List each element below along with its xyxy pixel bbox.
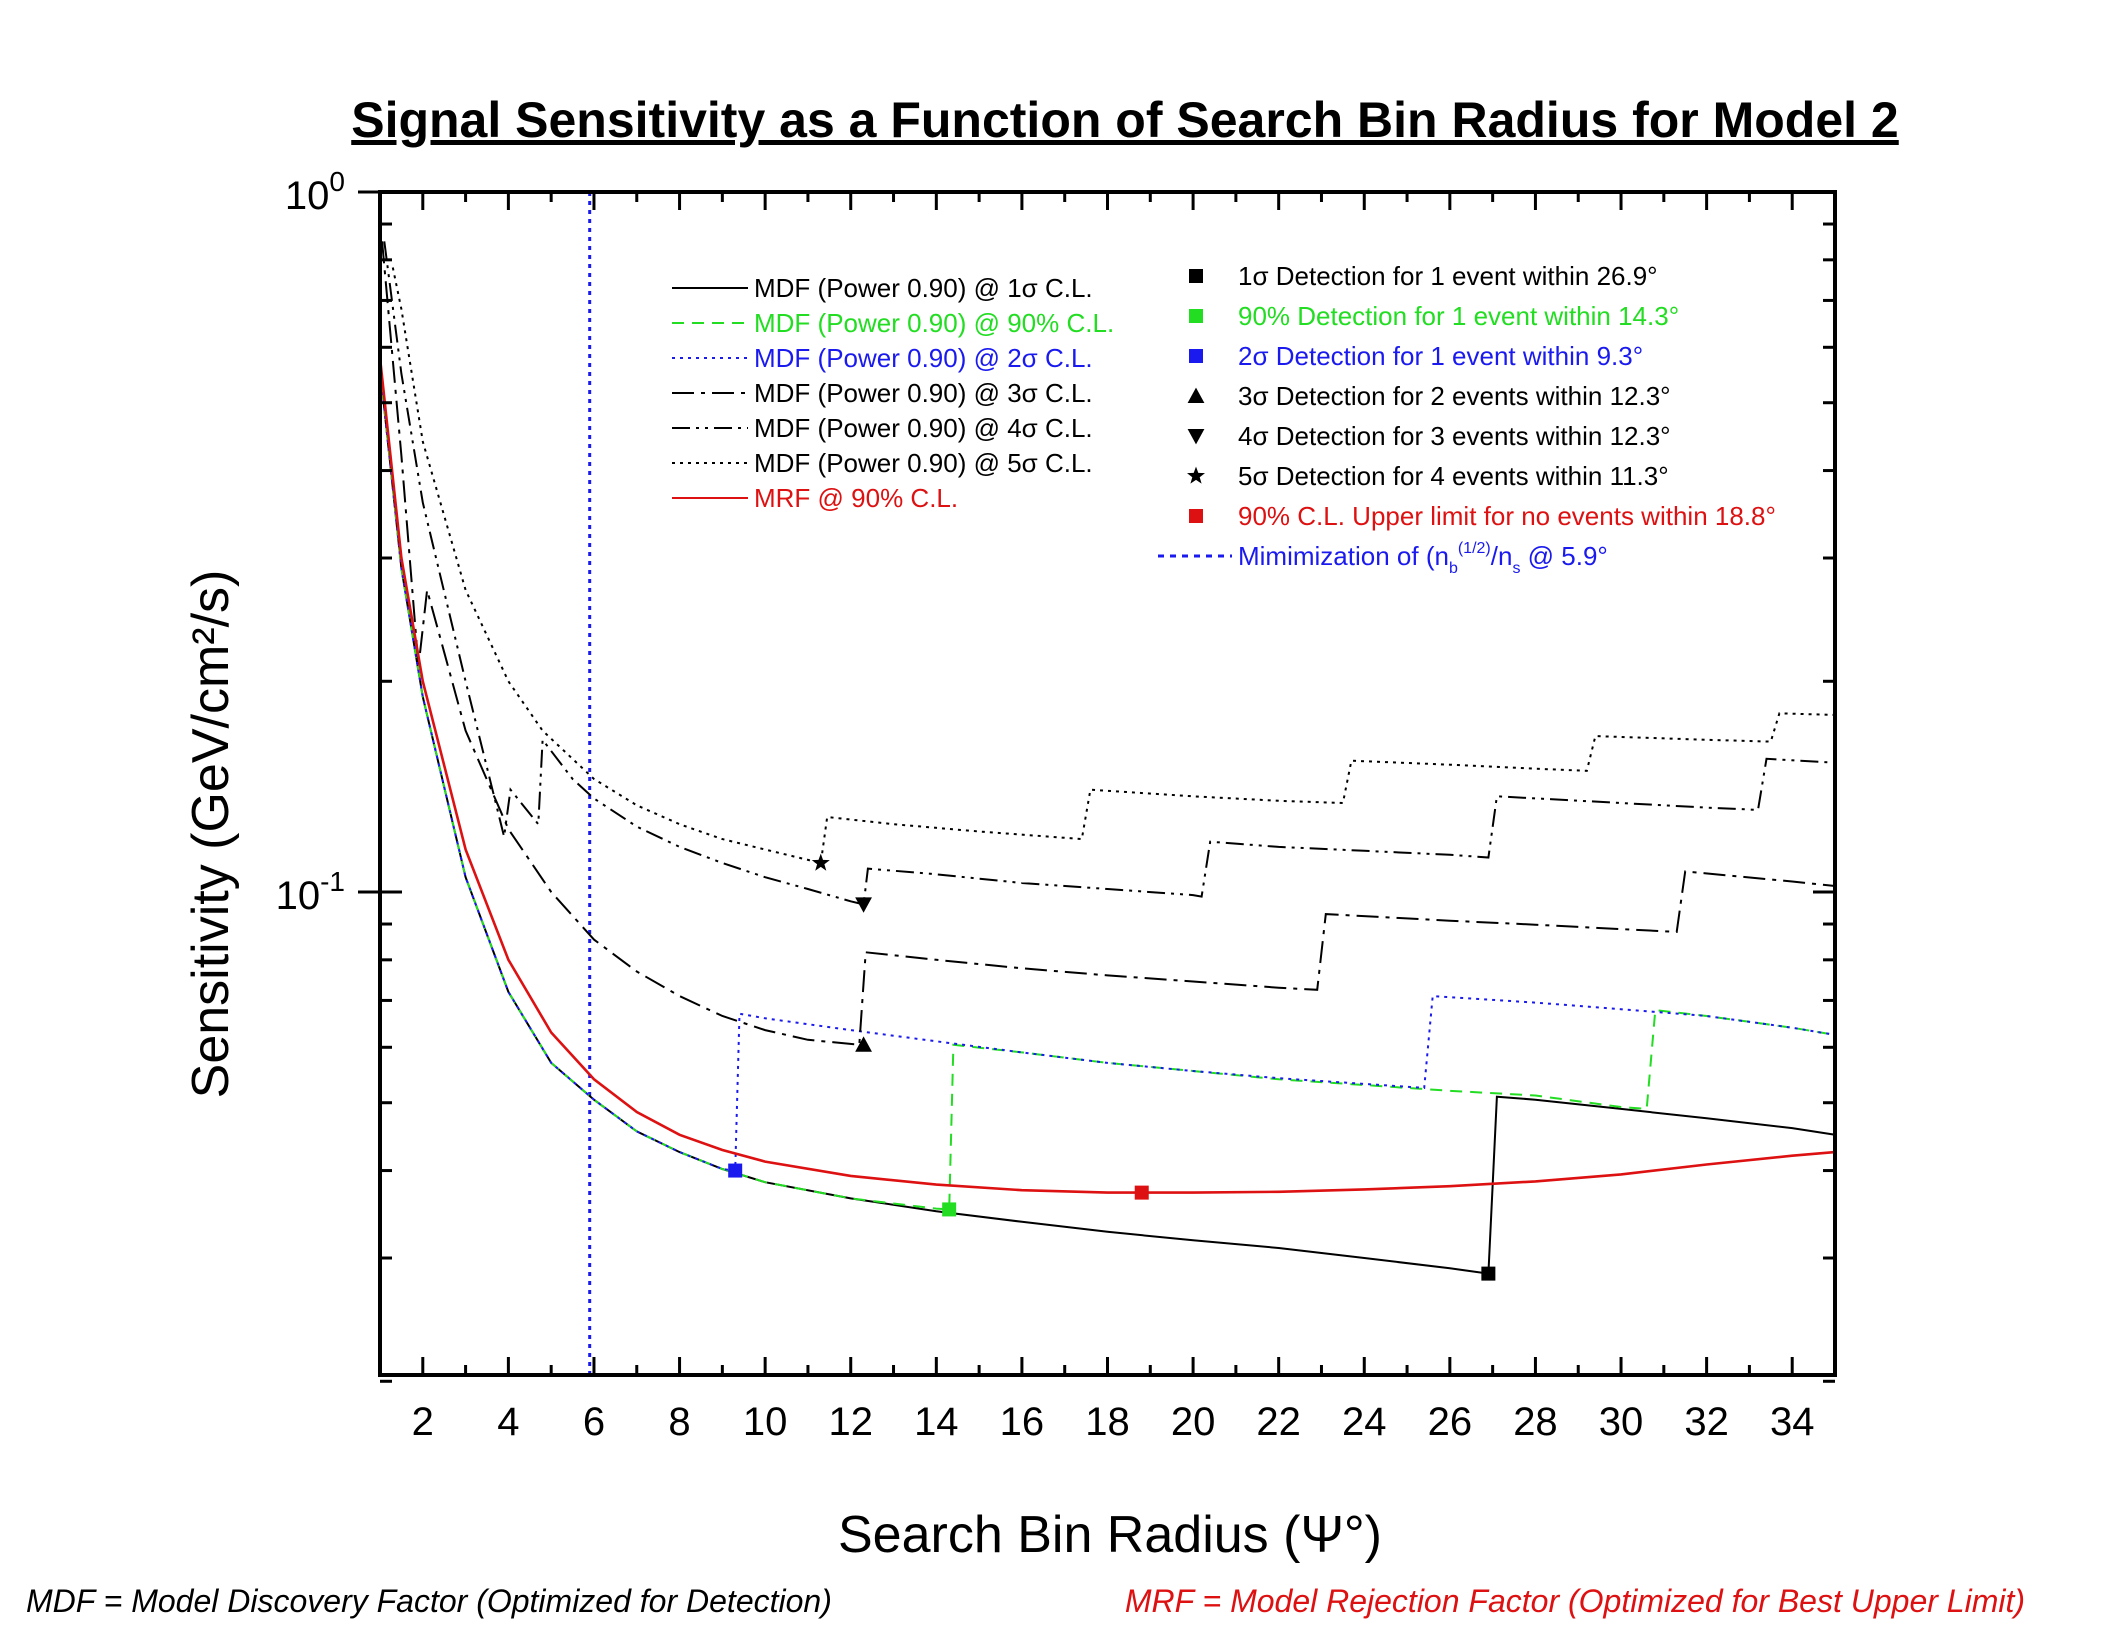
legend-marker-1	[1189, 269, 1203, 283]
legend-marker-label-7: 90% C.L. Upper limit for no events withi…	[1238, 501, 1776, 531]
x-tick-label: 4	[497, 1400, 519, 1444]
legend-marker-4	[1187, 387, 1205, 403]
legend-label-7: MRF @ 90% C.L.	[754, 483, 958, 513]
legend-marker-label-3: 2σ Detection for 1 event within 9.3°	[1238, 341, 1643, 371]
x-axis-label: Search Bin Radius (Ψ°)	[838, 1506, 1382, 1564]
legend-vline-label: Mimimization of (nb(1/2)/ns @ 5.9°	[1238, 540, 1608, 577]
y-tick-label: 100	[285, 166, 345, 218]
plot-marks	[378, 192, 1836, 1375]
x-tick-label: 16	[1000, 1400, 1045, 1444]
legend-label-4: MDF (Power 0.90) @ 3σ C.L.	[754, 378, 1093, 408]
x-tick-label: 24	[1342, 1400, 1387, 1444]
legend-marker-6	[1187, 466, 1205, 484]
data-marker-1	[1481, 1266, 1496, 1281]
legend-marker-7	[1189, 509, 1203, 523]
x-tick-label: 14	[914, 1400, 959, 1444]
legend-marker-5	[1187, 429, 1205, 445]
x-tick-label: 6	[583, 1400, 605, 1444]
data-marker-5	[855, 897, 872, 913]
series-line-3	[379, 368, 1836, 1172]
legend-label-6: MDF (Power 0.90) @ 5σ C.L.	[754, 448, 1093, 478]
x-tick-label: 18	[1085, 1400, 1130, 1444]
x-tick-label: 2	[412, 1400, 434, 1444]
legend-marker-3	[1189, 349, 1203, 363]
data-marker-3	[728, 1163, 743, 1178]
x-tick-label: 30	[1599, 1400, 1644, 1444]
x-tick-label: 8	[668, 1400, 690, 1444]
legend: MDF (Power 0.90) @ 1σ C.L. MDF (Power 0.9…	[672, 261, 1776, 577]
x-tick-label: 12	[828, 1400, 873, 1444]
series-line-6	[391, 267, 1836, 865]
data-marker-7	[1134, 1185, 1149, 1200]
data-marker-2	[942, 1202, 957, 1217]
x-tick-label: 26	[1428, 1400, 1473, 1444]
legend-marker-label-6: 5σ Detection for 4 events within 11.3°	[1238, 461, 1669, 491]
series-line-7	[378, 357, 1836, 1194]
legend-label-2: MDF (Power 0.90) @ 90% C.L.	[754, 308, 1114, 338]
series-line-1	[379, 368, 1836, 1275]
x-tick-label: 34	[1770, 1400, 1815, 1444]
legend-marker-2	[1189, 309, 1203, 323]
x-tick-label: 32	[1684, 1400, 1729, 1444]
legend-label-3: MDF (Power 0.90) @ 2σ C.L.	[754, 343, 1093, 373]
x-tick-label: 22	[1256, 1400, 1301, 1444]
x-tick-label: 28	[1513, 1400, 1558, 1444]
data-marker-6	[811, 853, 830, 871]
legend-marker-label-4: 3σ Detection for 2 events within 12.3°	[1238, 381, 1671, 411]
legend-marker-label-2: 90% Detection for 1 event within 14.3°	[1238, 301, 1679, 331]
y-tick-label: 10-1	[276, 866, 345, 918]
legend-label-1: MDF (Power 0.90) @ 1σ C.L.	[754, 273, 1093, 303]
x-tick-label: 10	[743, 1400, 788, 1444]
footnote-mrf: MRF = Model Rejection Factor (Optimized …	[1125, 1583, 2025, 1619]
chart-title: Signal Sensitivity as a Function of Sear…	[351, 92, 1899, 148]
legend-marker-label-1: 1σ Detection for 1 event within 26.9°	[1238, 261, 1658, 291]
series-line-5	[383, 241, 1836, 906]
y-axis-label: Sensitivity (GeV/cm²/s)	[182, 570, 240, 1099]
legend-label-5: MDF (Power 0.90) @ 4σ C.L.	[754, 413, 1093, 443]
x-tick-label: 20	[1171, 1400, 1216, 1444]
data-marker-4	[855, 1036, 872, 1052]
legend-marker-label-5: 4σ Detection for 3 events within 12.3°	[1238, 421, 1671, 451]
footnote-mdf: MDF = Model Discovery Factor (Optimized …	[26, 1583, 832, 1619]
